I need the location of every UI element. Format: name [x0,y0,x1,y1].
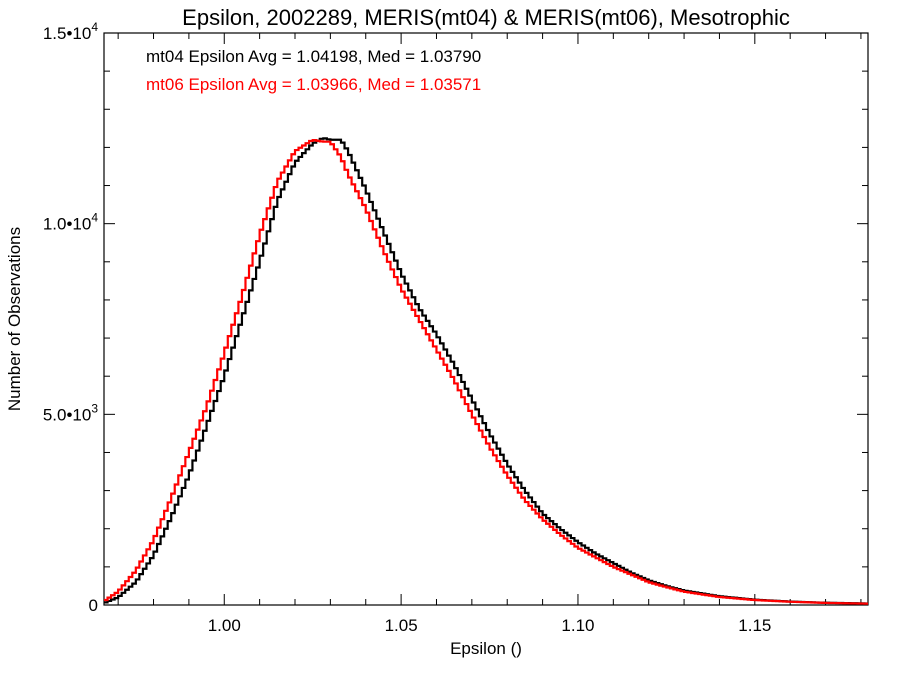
y-tick-label: 1.0•104 [43,211,99,234]
plot-frame [103,32,869,606]
chart-title: Epsilon, 2002289, MERIS(mt04) & MERIS(mt… [182,5,790,30]
legend-annotation-mt04: mt04 Epsilon Avg = 1.04198, Med = 1.0379… [146,47,481,66]
x-tick-label: 1.10 [561,616,594,635]
y-tick-label: 1.5•104 [43,20,99,43]
y-tick-label: 0 [89,596,98,615]
x-tick-label: 1.00 [208,616,241,635]
y-axis-label: Number of Observations [5,227,24,411]
x-tick-label: 1.05 [385,616,418,635]
x-tick-label: 1.15 [738,616,771,635]
legend-annotation-mt06: mt06 Epsilon Avg = 1.03966, Med = 1.0357… [146,75,481,94]
y-tick-label: 5.0•103 [43,401,99,424]
series-line-mt06 [104,138,868,605]
series-line-mt04 [104,137,868,605]
x-axis-label: Epsilon () [450,639,522,658]
series-layer [104,137,868,605]
x-axis: 1.00 1.05 1.10 1.15 [117,33,862,635]
y-axis: 0 5.0•103 1.0•104 1.5•104 [43,20,868,615]
